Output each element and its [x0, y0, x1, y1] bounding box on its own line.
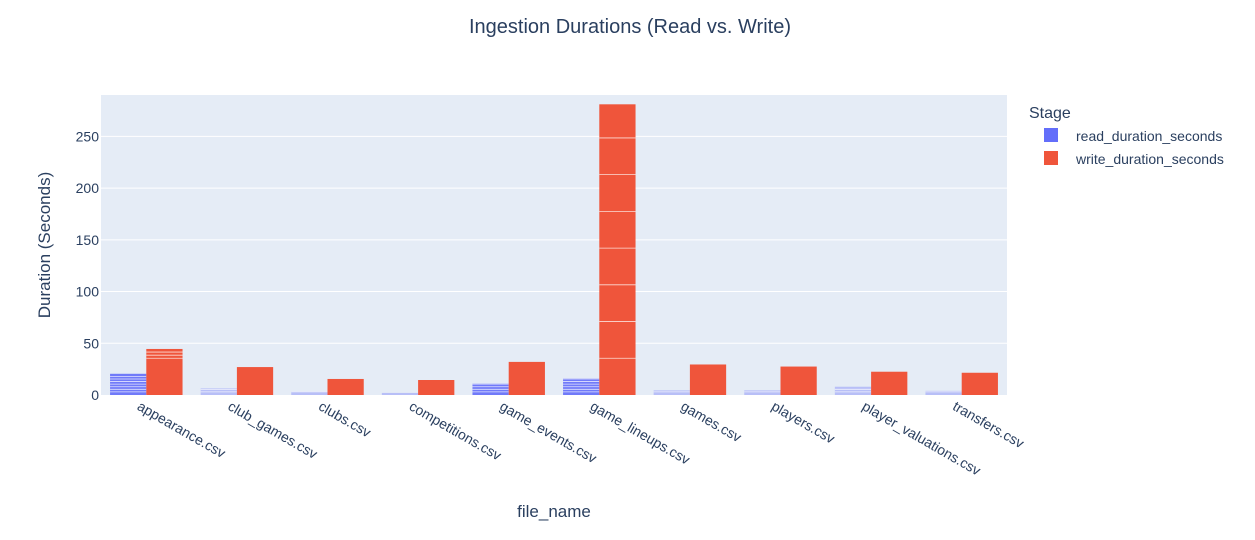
x-tick-label: transfers.csv: [950, 398, 1027, 452]
x-tick-label: clubs.csv: [316, 398, 374, 441]
chart-title: Ingestion Durations (Read vs. Write): [469, 16, 791, 38]
x-tick-label: club_games.csv: [225, 398, 320, 462]
bar-read_duration_seconds-clubs.csv: [291, 391, 328, 395]
y-tick-label: 50: [83, 335, 99, 351]
legend-item-read_duration_seconds[interactable]: read_duration_seconds: [1044, 128, 1222, 144]
legend-label: write_duration_seconds: [1075, 151, 1224, 167]
y-tick-label: 250: [76, 128, 100, 144]
bar-write_duration_seconds-competitions.csv: [418, 380, 455, 395]
bar: [146, 348, 183, 395]
bar: [834, 386, 872, 395]
legend: Stage read_duration_seconds write_duratio…: [1029, 105, 1224, 167]
plot-background: [101, 95, 1007, 395]
bar-write_duration_seconds-games.csv: [689, 364, 727, 395]
bar-write_duration_seconds-club_games.csv: [236, 367, 274, 395]
y-axis-label: Duration (Seconds): [35, 172, 54, 318]
bar-write_duration_seconds-appearance.csv: [146, 348, 183, 395]
x-tick-label: appearance.csv: [135, 398, 229, 461]
bar: [291, 391, 328, 395]
bar: [236, 367, 274, 395]
bar-read_duration_seconds-player_valuations.csv: [834, 386, 872, 395]
legend-item-write_duration_seconds[interactable]: write_duration_seconds: [1044, 151, 1224, 167]
x-tick-label: game_lineups.csv: [588, 398, 693, 468]
bar-write_duration_seconds-game_events.csv: [508, 361, 545, 395]
legend-items: read_duration_seconds write_duration_seco…: [1044, 128, 1224, 167]
y-tick-label: 150: [76, 232, 100, 248]
bar-read_duration_seconds-players.csv: [744, 390, 781, 395]
legend-label: read_duration_seconds: [1076, 128, 1222, 144]
gridlines: [101, 135, 1007, 344]
bar: [744, 390, 781, 395]
bar: [925, 390, 962, 395]
bar: [508, 361, 545, 395]
bar-read_duration_seconds-game_lineups.csv: [563, 378, 600, 395]
bar: [653, 390, 690, 395]
bar-write_duration_seconds-player_valuations.csv: [871, 371, 908, 395]
legend-title: Stage: [1029, 105, 1071, 122]
bar: [961, 372, 998, 395]
bar-read_duration_seconds-games.csv: [653, 390, 690, 395]
bar: [599, 104, 636, 395]
bar-read_duration_seconds-game_events.csv: [472, 383, 509, 395]
legend-swatch: [1044, 151, 1058, 165]
y-tick-label: 0: [91, 387, 99, 403]
bars: [110, 104, 998, 395]
bar: [381, 392, 419, 395]
x-axis-label: file_name: [517, 502, 591, 521]
bar-read_duration_seconds-competitions.csv: [381, 392, 419, 395]
legend-swatch: [1044, 128, 1058, 142]
bar-write_duration_seconds-clubs.csv: [327, 378, 364, 395]
bar: [780, 366, 817, 395]
bar: [327, 378, 364, 395]
x-tick-label: games.csv: [678, 398, 744, 445]
bar: [689, 364, 727, 395]
y-tick-label: 100: [76, 284, 100, 300]
bar-read_duration_seconds-transfers.csv: [925, 390, 962, 395]
y-tick-label: 200: [76, 180, 100, 196]
bar-write_duration_seconds-transfers.csv: [961, 372, 998, 395]
x-tick-label: game_events.csv: [497, 398, 599, 466]
bar-write_duration_seconds-players.csv: [780, 366, 817, 395]
bar: [871, 371, 908, 395]
bar-read_duration_seconds-club_games.csv: [200, 388, 237, 395]
bar-read_duration_seconds-appearance.csv: [110, 373, 147, 395]
y-axis-ticks: 0 50 100 150 200 250: [76, 128, 100, 403]
x-tick-label: competitions.csv: [407, 398, 505, 464]
x-tick-label: players.csv: [769, 398, 838, 447]
bar: [418, 380, 455, 395]
bar-write_duration_seconds-game_lineups.csv: [599, 104, 636, 395]
